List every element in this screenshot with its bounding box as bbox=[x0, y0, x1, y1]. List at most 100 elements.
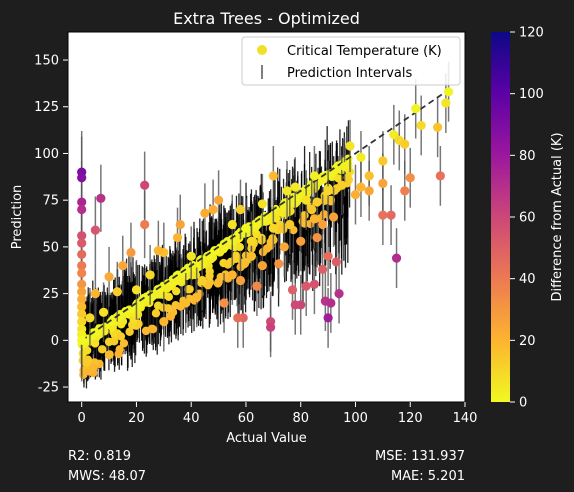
data-point bbox=[252, 281, 262, 291]
data-point bbox=[77, 335, 87, 345]
data-point bbox=[386, 210, 396, 220]
data-point bbox=[282, 186, 292, 196]
cloud-point bbox=[262, 244, 272, 253]
data-point bbox=[356, 152, 366, 162]
data-point bbox=[246, 251, 257, 261]
data-point bbox=[98, 307, 109, 317]
data-point bbox=[364, 186, 374, 196]
legend-box bbox=[241, 36, 461, 86]
data-point bbox=[112, 287, 122, 297]
y-tick-label: 50 bbox=[42, 240, 59, 255]
cloud-point bbox=[78, 349, 88, 358]
cloud-point bbox=[89, 363, 98, 373]
colorbar-tick-label: 20 bbox=[519, 334, 536, 349]
data-point bbox=[378, 178, 388, 188]
data-point bbox=[90, 289, 100, 299]
cloud-point bbox=[110, 337, 119, 346]
cloud-point bbox=[235, 242, 244, 252]
data-point bbox=[241, 223, 251, 233]
mse-stat: MSE: 131.937 bbox=[375, 449, 465, 464]
cloud-point bbox=[199, 259, 208, 268]
data-point bbox=[77, 287, 87, 297]
r2-stat: R2: 0.819 bbox=[68, 449, 131, 464]
data-point bbox=[318, 219, 328, 230]
data-point bbox=[339, 161, 350, 172]
data-point bbox=[312, 197, 322, 207]
data-point bbox=[364, 171, 374, 181]
cloud-point bbox=[127, 305, 136, 314]
data-point bbox=[301, 281, 311, 291]
data-point bbox=[285, 219, 295, 230]
data-point bbox=[235, 275, 246, 286]
data-point bbox=[104, 272, 114, 282]
y-axis: -25 0 25 50 75 100 125 150 bbox=[34, 54, 68, 396]
legend-label-intervals: Prediction Intervals bbox=[287, 66, 412, 81]
cloud-point bbox=[166, 311, 175, 321]
x-axis: 0 20 40 60 80 100 120 140 bbox=[78, 402, 478, 426]
data-point bbox=[323, 251, 333, 261]
colorbar-tick-label: 40 bbox=[519, 272, 536, 287]
x-tick-label: 100 bbox=[343, 411, 368, 426]
cloud-point bbox=[330, 186, 339, 196]
y-axis-label: Prediction bbox=[10, 185, 25, 250]
data-point bbox=[126, 247, 136, 258]
y-tick-label: 75 bbox=[42, 194, 59, 209]
cloud-point bbox=[116, 332, 126, 341]
data-point bbox=[279, 242, 289, 252]
data-point bbox=[77, 268, 87, 278]
cloud-point bbox=[259, 214, 268, 224]
cloud-point bbox=[104, 350, 114, 360]
data-point bbox=[145, 270, 155, 280]
data-point bbox=[77, 294, 87, 304]
data-point bbox=[350, 189, 361, 200]
cloud-point bbox=[188, 270, 197, 280]
data-point bbox=[328, 212, 339, 222]
x-tick-label: 40 bbox=[183, 411, 200, 426]
data-point bbox=[331, 257, 341, 267]
cloud-point bbox=[125, 327, 134, 336]
x-tick-label: 60 bbox=[238, 411, 255, 426]
data-point bbox=[181, 298, 191, 308]
data-point bbox=[309, 214, 320, 224]
data-point bbox=[400, 186, 410, 196]
y-tick-label: 0 bbox=[51, 334, 59, 349]
data-point bbox=[77, 197, 87, 207]
cloud-point bbox=[97, 345, 107, 354]
data-point bbox=[186, 251, 196, 261]
data-point bbox=[140, 180, 150, 190]
data-point bbox=[77, 309, 87, 319]
data-point bbox=[77, 260, 87, 271]
data-point bbox=[175, 219, 185, 230]
cloud-point bbox=[151, 309, 161, 318]
data-point bbox=[411, 104, 421, 114]
data-point bbox=[416, 120, 426, 131]
legend-label-points: Critical Temperature (K) bbox=[287, 44, 442, 59]
cloud-point bbox=[311, 182, 321, 192]
data-point bbox=[85, 313, 95, 323]
data-point bbox=[318, 264, 328, 274]
cloud-point bbox=[117, 320, 126, 329]
y-tick-label: -25 bbox=[38, 381, 59, 396]
data-point bbox=[309, 279, 320, 289]
data-point bbox=[290, 300, 300, 310]
data-point bbox=[405, 173, 415, 183]
x-tick-label: 20 bbox=[128, 411, 145, 426]
x-tick-label: 0 bbox=[78, 411, 86, 426]
x-tick-label: 140 bbox=[453, 411, 478, 426]
data-point bbox=[90, 225, 100, 235]
cloud-point bbox=[250, 219, 259, 229]
data-point bbox=[77, 302, 87, 312]
cloud-point bbox=[184, 285, 193, 294]
cloud-point bbox=[129, 315, 138, 324]
chart-title: Extra Trees - Optimized bbox=[173, 9, 360, 28]
data-point bbox=[296, 236, 306, 246]
colorbar-tick-label: 120 bbox=[519, 26, 544, 41]
data-point bbox=[323, 313, 333, 323]
x-tick-label: 80 bbox=[292, 411, 309, 426]
data-point bbox=[77, 173, 87, 183]
data-point bbox=[77, 317, 87, 327]
colorbar-tick-label: 0 bbox=[519, 396, 527, 411]
cloud-point bbox=[119, 339, 129, 348]
cloud-point bbox=[257, 233, 266, 243]
